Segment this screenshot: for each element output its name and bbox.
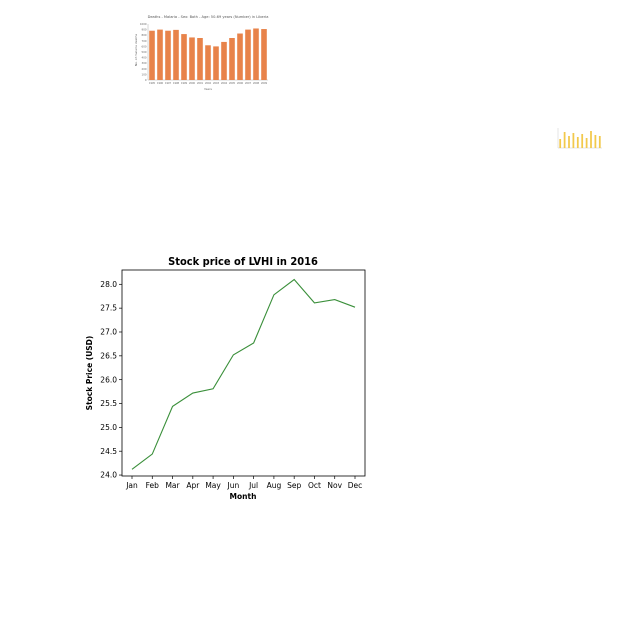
small-x-tick-label: 1999 — [181, 82, 188, 85]
small-y-tick-label: 500 — [142, 50, 147, 54]
y-tick-label: 24.5 — [100, 447, 117, 456]
x-tick-label: Dec — [348, 481, 363, 490]
yellow-bar — [594, 135, 597, 148]
yellow-bar — [581, 134, 584, 148]
small-x-tick-label: 1996 — [157, 82, 164, 85]
small-bar-chart: Deaths - Malaria - Sex: Both - Age: 50-6… — [134, 15, 269, 91]
small-bar — [253, 28, 259, 80]
small-bar — [165, 30, 171, 80]
yellow-bar — [568, 136, 570, 148]
small-x-tick-label: 2003 — [213, 82, 220, 85]
yellow-bar — [585, 138, 588, 148]
y-tick-label: 27.0 — [100, 328, 117, 337]
small-x-tick-label: 2006 — [237, 82, 244, 85]
x-tick-label: Feb — [146, 481, 160, 490]
small-x-tick-label: 2002 — [205, 82, 212, 85]
small-y-tick-label: 600 — [142, 44, 147, 48]
small-bar — [261, 29, 267, 80]
small-x-tick-label: 2005 — [229, 82, 236, 85]
x-tick-label: Oct — [308, 481, 321, 490]
chart-title: Stock price of LVHI in 2016 — [168, 255, 318, 268]
small-x-tick-label: 1995 — [149, 82, 156, 85]
x-tick-label: May — [205, 481, 221, 490]
small-y-tick-label: 800 — [142, 33, 147, 37]
small-y-tick-label: 700 — [142, 39, 147, 43]
x-tick-label: Sep — [287, 481, 301, 490]
x-tick-label: Apr — [186, 481, 200, 490]
main-line-chart: Stock price of LVHI in 2016 24.0 24.5 25.0… — [85, 255, 366, 501]
small-y-tick-label: 400 — [142, 56, 147, 60]
yellow-bar — [559, 139, 562, 148]
small-y-tick-label: 1000 — [140, 22, 147, 26]
small-bar — [157, 29, 163, 81]
x-axis-label: Month — [230, 492, 257, 501]
small-bar — [245, 29, 251, 81]
small-bar — [221, 41, 227, 80]
small-bar-chart-yellow — [557, 128, 602, 149]
y-tick-label: 25.5 — [100, 399, 117, 408]
small-bar — [149, 30, 155, 80]
small-bar — [181, 34, 187, 80]
small-x-tick-label: 1998 — [173, 82, 180, 85]
small-x-tick-label: 2007 — [245, 82, 252, 85]
small-bar — [197, 38, 203, 80]
small-y-tick-label: 200 — [142, 67, 147, 71]
y-axis-label: Stock Price (USD) — [85, 336, 94, 411]
small-y-tick-label: 900 — [142, 28, 147, 32]
small-bar — [205, 45, 211, 80]
small-x-tick-label: 2004 — [221, 82, 228, 85]
small-x-tick-label: 2000 — [189, 82, 196, 85]
plot-frame — [121, 269, 366, 477]
small-bar — [173, 29, 179, 81]
small-x-tick-label: 2008 — [253, 82, 260, 85]
small-chart-xlabel: Years — [204, 87, 212, 91]
x-tick-label: Aug — [267, 481, 282, 490]
y-tick-label: 28.0 — [100, 280, 117, 289]
small-bar — [213, 46, 219, 80]
yellow-bar — [598, 136, 601, 148]
yellow-bar — [576, 137, 579, 148]
small-bar — [237, 33, 243, 80]
y-tick-label: 25.0 — [100, 423, 117, 432]
y-tick-label: 26.0 — [100, 375, 117, 384]
series-line — [131, 278, 356, 470]
small-chart-title: Deaths - Malaria - Sex: Both - Age: 50-6… — [148, 15, 269, 19]
small-x-tick-label: 1997 — [165, 82, 172, 85]
small-y-tick-label: 0 — [145, 78, 147, 82]
small-y-tick-label: 300 — [142, 61, 147, 65]
small-y-tick-label: 100 — [142, 72, 147, 76]
yellow-bar — [563, 132, 566, 148]
small-chart-ylabel: No. of malaria deaths — [134, 33, 138, 66]
x-tick-label: Jan — [125, 481, 138, 490]
x-tick-label: Jul — [248, 481, 258, 490]
y-tick-label: 27.5 — [100, 304, 117, 313]
small-x-tick-label: 2009 — [261, 82, 268, 85]
yellow-bar — [572, 133, 575, 148]
x-tick-label: Jun — [227, 481, 240, 490]
yellow-bar — [590, 131, 592, 148]
small-x-tick-label: 2001 — [197, 82, 204, 85]
y-tick-label: 26.5 — [100, 351, 117, 360]
x-tick-label: Mar — [165, 481, 180, 490]
y-tick-label: 24.0 — [100, 471, 117, 480]
small-bar — [189, 37, 195, 80]
x-tick-label: Nov — [327, 481, 342, 490]
small-bar — [229, 38, 235, 80]
